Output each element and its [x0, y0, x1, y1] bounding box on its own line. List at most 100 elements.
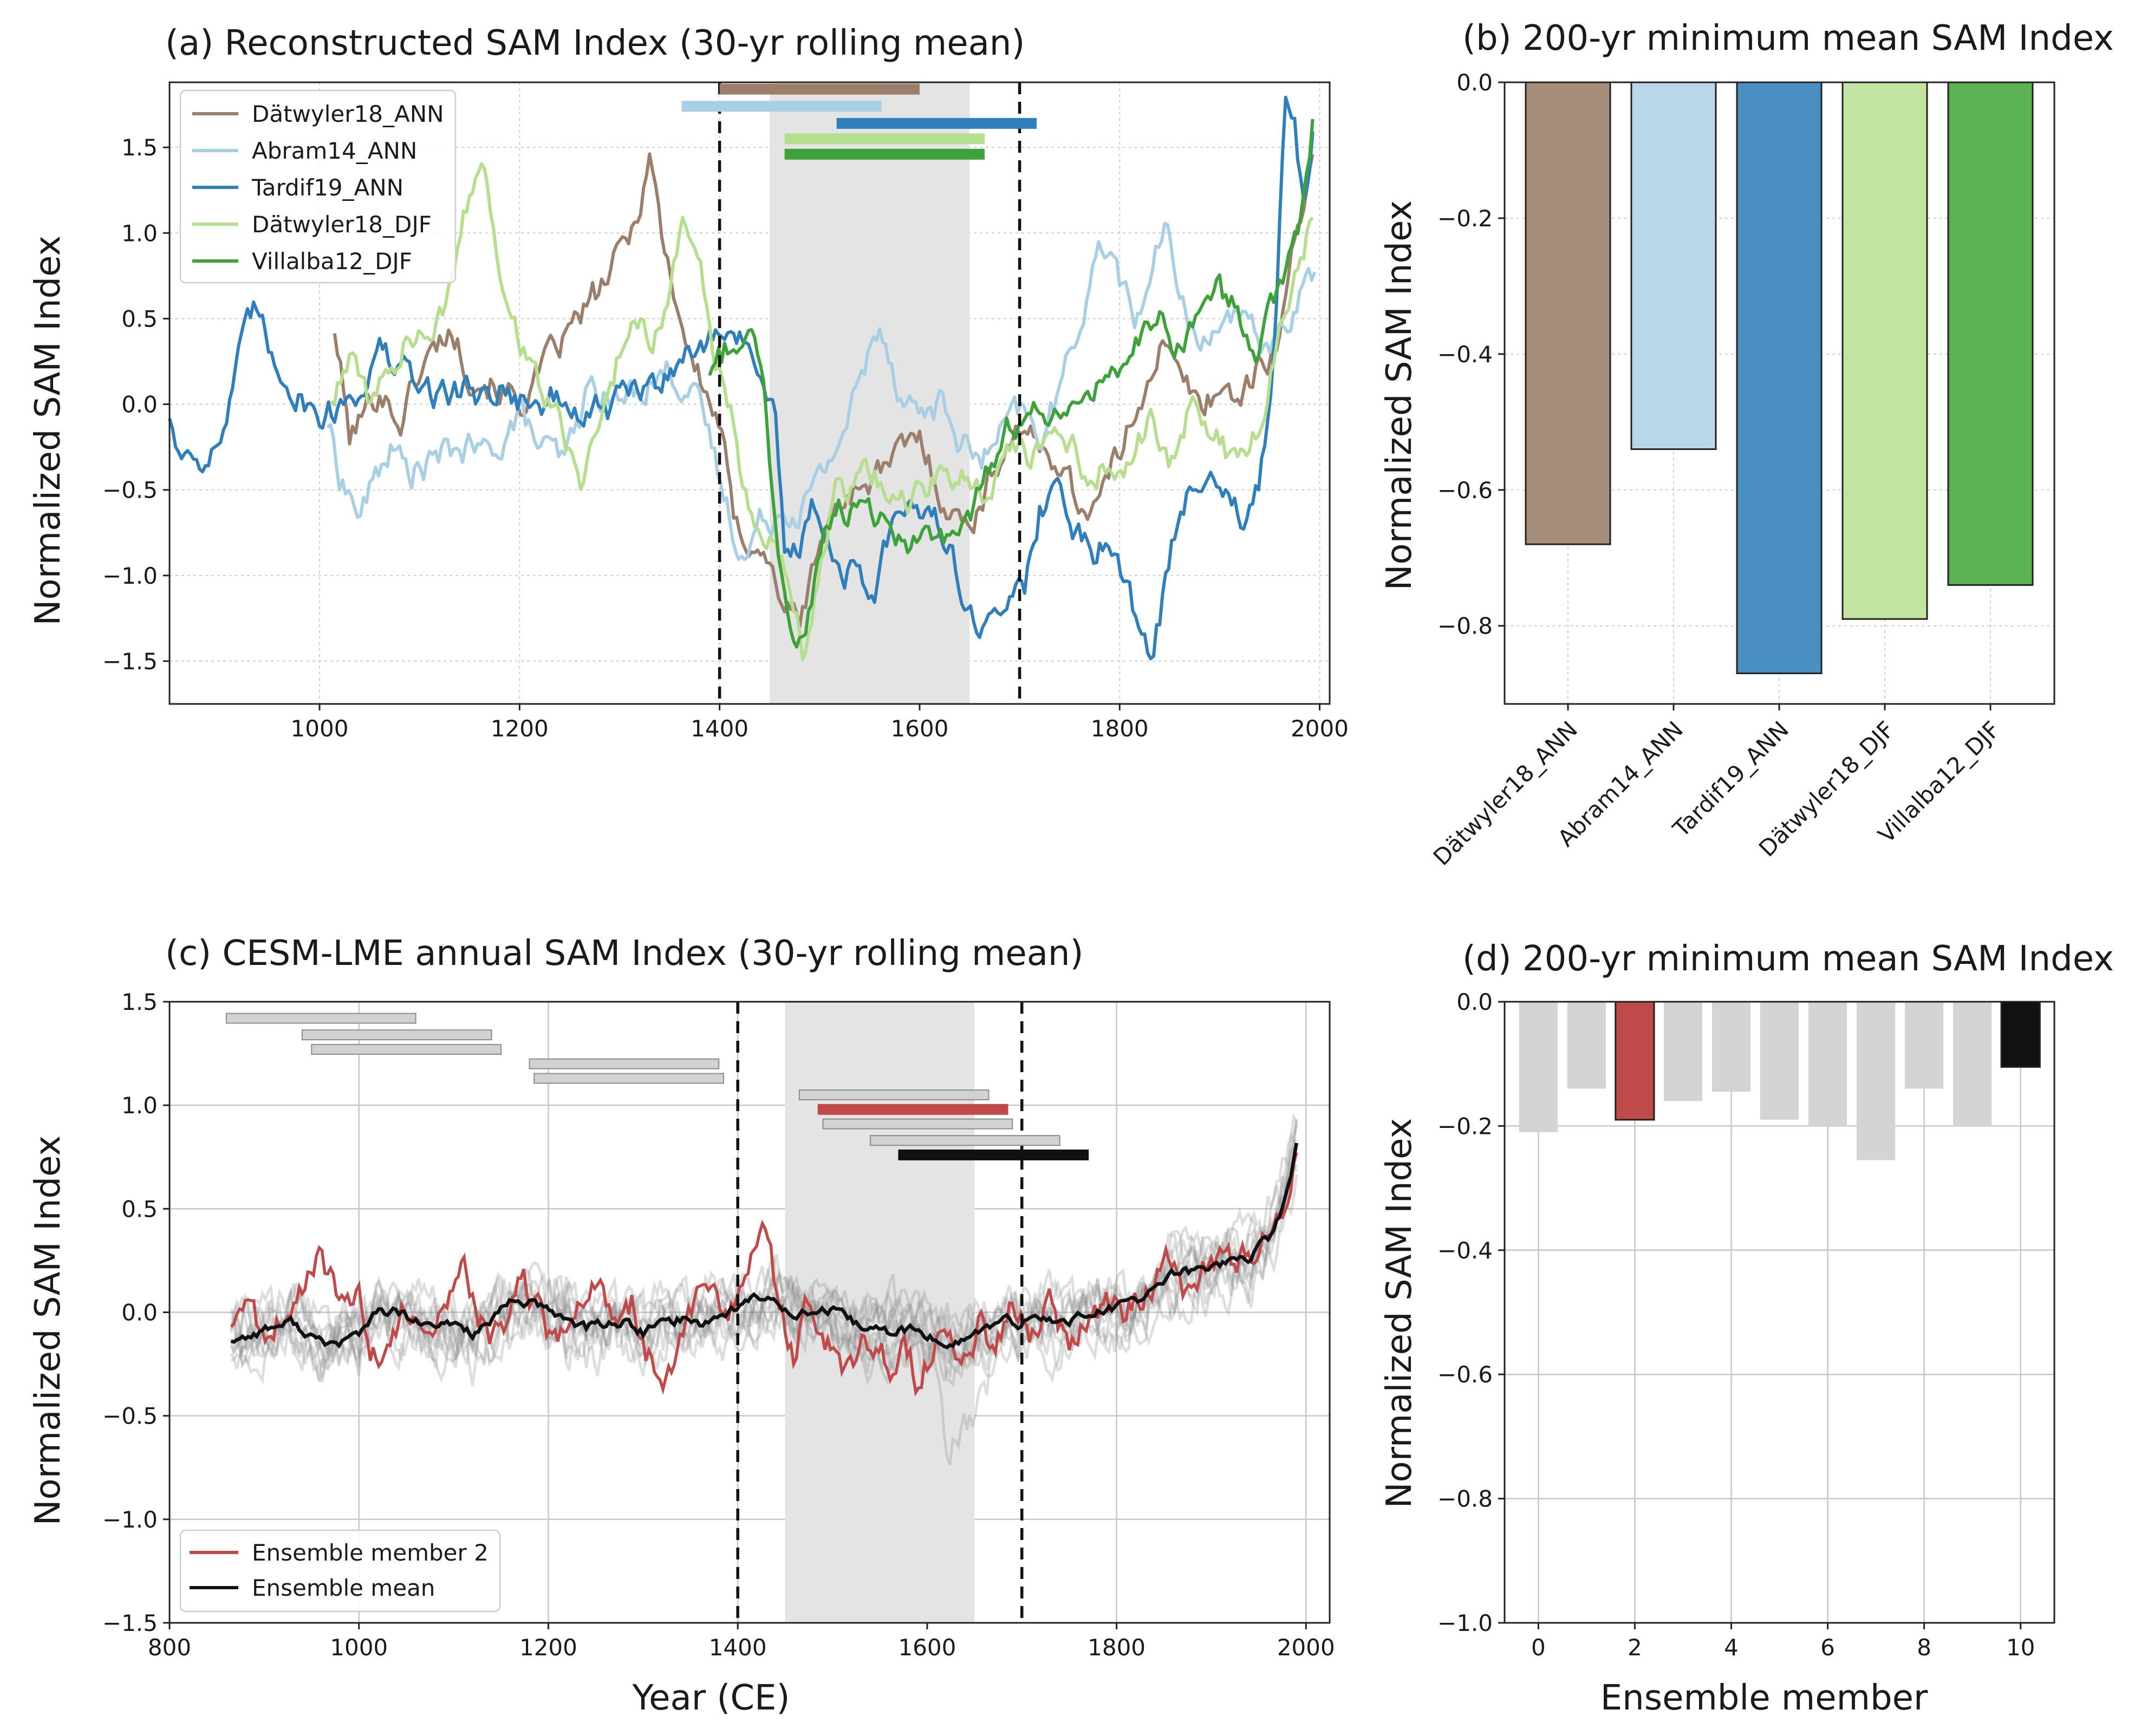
- panel-c-ticks: 800 1000 1200 1400 1600 1800 2000 −1.5 −1.0 −0.5 0…: [102, 989, 1335, 1661]
- panel-d-ytick-label: −0.6: [1437, 1361, 1493, 1388]
- panel-c-period-bar: [817, 1104, 1008, 1115]
- panel-c-member-line: [230, 1119, 1298, 1388]
- panel-c-period-bar: [529, 1058, 720, 1069]
- panel-c-frame: [168, 1001, 1331, 1624]
- panel-c-period-bar: [225, 1013, 417, 1024]
- panel-c-xlabel: Year (CE): [632, 1678, 790, 1718]
- panel-b-bar: [1525, 81, 1611, 545]
- panel-c-ylabel: Normalized SAM Index: [28, 1135, 68, 1526]
- panel-c-ytick-label: −1.5: [102, 1610, 158, 1636]
- panel-a-series-line: [330, 162, 1314, 662]
- panel-d-bar: [1760, 1002, 1799, 1120]
- panel-c-member-line: [230, 1121, 1298, 1385]
- panel-b-ytick-label: −0.6: [1437, 477, 1493, 504]
- panel-d-xtick-label: 0: [1531, 1634, 1546, 1661]
- panel-d-xtick-label: 10: [2006, 1634, 2035, 1661]
- panel-d-xtick-label: 6: [1820, 1634, 1835, 1661]
- panel-c-xtick-label: 2000: [1277, 1634, 1335, 1661]
- panel-a-frame: [168, 81, 1331, 705]
- panel-b-ytick-label: −0.4: [1437, 341, 1493, 368]
- panel-b-bars: [1525, 81, 2034, 675]
- panel-a-shaded-span: [769, 82, 970, 704]
- panel-c-period-bar: [798, 1089, 990, 1101]
- panel-a-legend-label: Dätwyler18_ANN: [252, 101, 444, 127]
- panel-d: (d) 200-yr minimum mean SAM Index Normal…: [1379, 939, 2114, 1718]
- panel-b-ytick-label: −0.2: [1437, 205, 1493, 232]
- panel-c-period-bars: [225, 1013, 1089, 1160]
- panel-c-member-line: [230, 1174, 1298, 1371]
- panel-c-period-bar: [869, 1135, 1060, 1146]
- panel-c-series-line: [230, 1143, 1299, 1349]
- panel-d-bar: [1953, 1002, 1992, 1126]
- panel-d-xtick-label: 2: [1628, 1634, 1642, 1661]
- panel-b-ytick-label: −0.8: [1437, 613, 1493, 639]
- panel-c-member-line: [230, 1151, 1298, 1466]
- panel-a-ytick-label: −0.5: [102, 477, 158, 504]
- panel-a-ytick-label: 0.5: [121, 305, 158, 332]
- panel-d-bar: [1663, 1002, 1703, 1101]
- panel-c-legend-label: Ensemble member 2: [252, 1539, 489, 1566]
- panel-b-ytick-label: 0.0: [1456, 69, 1493, 96]
- panel-c-ytick-label: −1.0: [102, 1506, 158, 1533]
- panel-d-bar: [1904, 1002, 1944, 1089]
- panel-b-title: (b) 200-yr minimum mean SAM Index: [1462, 18, 2114, 58]
- panel-c-ytick-label: 0.5: [121, 1196, 158, 1222]
- panel-a-period-bar: [719, 83, 920, 95]
- panel-d-ylabel: Normalized SAM Index: [1379, 1118, 1420, 1509]
- panel-d-bars: [1519, 1001, 2041, 1160]
- panel-d-ytick-label: −1.0: [1437, 1610, 1493, 1636]
- panel-d-xlabel: Ensemble member: [1600, 1678, 1928, 1718]
- panel-d-bar: [1856, 1002, 1896, 1160]
- panel-a-xtick-label: 1800: [1091, 715, 1149, 742]
- panel-c-member-line: [230, 1147, 1297, 1386]
- panel-a-title: (a) Reconstructed SAM Index (30-yr rolli…: [165, 23, 1025, 63]
- panel-c-title: (c) CESM-LME annual SAM Index (30-yr rol…: [165, 934, 1083, 974]
- panel-d-ticks: 0 2 4 6 8 10 0.0 −0.2 −0.4 −0.6 −0.8 −1.0: [1437, 989, 2035, 1661]
- panel-c-legend: Ensemble member 2 Ensemble mean: [179, 1529, 501, 1613]
- panel-a-ytick-label: −1.0: [102, 563, 158, 589]
- panel-c-ytick-label: 1.0: [121, 1092, 158, 1119]
- panel-c-ytick-label: 1.5: [121, 989, 158, 1015]
- panel-d-ytick-label: 0.0: [1456, 989, 1493, 1015]
- panel-a-legend: Dätwyler18_ANN Abram14_ANN Tardif19_ANN Dät…: [179, 89, 457, 284]
- panel-a-ytick-label: 0.0: [121, 391, 158, 418]
- panel-a-period-bar: [836, 118, 1037, 129]
- panel-b-bar: [1736, 81, 1823, 675]
- panel-a-xtick-label: 1000: [291, 715, 349, 742]
- panel-b-bar: [1841, 81, 1928, 620]
- panel-b-xtick-label: Dätwyler18_ANN: [1428, 716, 1583, 870]
- panel-c-xtick-label: 1400: [709, 1634, 767, 1661]
- panel-d-bar: [1712, 1002, 1751, 1092]
- panel-d-ytick-label: −0.2: [1437, 1113, 1493, 1139]
- panel-c-period-bar: [301, 1029, 492, 1041]
- panel-a-ylabel: Normalized SAM Index: [28, 236, 68, 626]
- panel-d-bar: [1808, 1002, 1847, 1126]
- panel-c: (c) CESM-LME annual SAM Index (30-yr rol…: [28, 934, 1335, 1718]
- panel-a-xtick-label: 2000: [1291, 715, 1349, 742]
- panel-c-member-line: [230, 1163, 1298, 1374]
- panel-d-bar: [1519, 1002, 1558, 1132]
- panel-a-ticks: 1000 1200 1400 1600 1800 2000 −1.5 −1.0 −0.5 0.0 0…: [102, 134, 1349, 742]
- panel-c-series-layer: [230, 1143, 1299, 1397]
- panel-a-xtick-label: 1200: [491, 715, 549, 742]
- panel-a-ytick-label: −1.5: [102, 648, 158, 675]
- panel-c-period-bar: [533, 1073, 724, 1084]
- panel-a-legend-box: [179, 89, 457, 284]
- panel-c-vline-layer: [736, 1002, 1024, 1623]
- panel-a-ytick-label: 1.5: [121, 134, 158, 161]
- panel-d-title: (d) 200-yr minimum mean SAM Index: [1462, 939, 2114, 979]
- panel-a-xtick-label: 1600: [890, 715, 948, 742]
- panel-c-xtick-label: 1600: [898, 1634, 956, 1661]
- panel-d-bar: [1615, 1001, 1655, 1121]
- panel-c-legend-label: Ensemble mean: [252, 1575, 435, 1601]
- panel-a-legend-label: Villalba12_DJF: [252, 248, 412, 275]
- panel-a-series-line: [326, 221, 1317, 562]
- panel-a-period-bar: [784, 148, 985, 160]
- panel-c-member-lines: [230, 1112, 1298, 1466]
- panel-b-ylabel: Normalized SAM Index: [1379, 200, 1420, 591]
- panel-c-legend-box: [179, 1529, 501, 1613]
- panel-d-xtick-label: 8: [1917, 1634, 1931, 1661]
- panel-a-legend-label: Dätwyler18_DJF: [252, 211, 432, 238]
- panel-d-ytick-label: −0.4: [1437, 1237, 1493, 1264]
